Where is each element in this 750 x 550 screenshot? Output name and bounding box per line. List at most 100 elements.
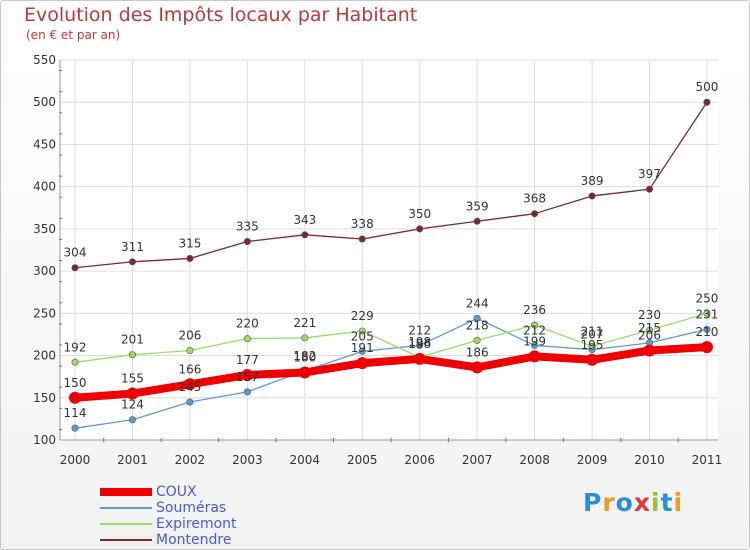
data-label-expiremont: 211 xyxy=(581,324,604,338)
data-point-montendre xyxy=(301,231,309,239)
data-point-coux xyxy=(700,341,713,354)
data-label-coux: 210 xyxy=(695,325,718,339)
data-point-coux xyxy=(586,353,599,366)
legend-label: COUX xyxy=(156,484,197,500)
data-point-coux xyxy=(413,352,426,365)
legend-swatch xyxy=(100,523,152,525)
data-label-coux: 155 xyxy=(121,372,144,386)
y-tick-label: 250 xyxy=(33,306,56,320)
data-point-montendre xyxy=(416,225,424,233)
x-tick-label: 2005 xyxy=(347,453,378,467)
data-label-montendre: 335 xyxy=(236,220,259,234)
data-label-montendre: 315 xyxy=(178,236,201,250)
data-label-soumeras: 212 xyxy=(408,323,431,337)
legend-item-coux: COUX xyxy=(100,484,300,500)
series-line-soumeras xyxy=(74,317,708,429)
data-label-expiremont: 220 xyxy=(236,317,259,331)
y-tick-label: 500 xyxy=(33,95,56,109)
plot-area xyxy=(60,60,718,440)
y-tick-label: 300 xyxy=(33,264,56,278)
data-label-soumeras: 145 xyxy=(178,380,201,394)
data-point-montendre xyxy=(473,217,481,225)
data-label-coux: 180 xyxy=(293,350,316,364)
x-tick-label: 2006 xyxy=(404,453,435,467)
data-point-coux xyxy=(298,366,311,379)
legend-label: Montendre xyxy=(156,532,232,548)
data-label-expiremont: 230 xyxy=(638,308,661,322)
data-point-montendre xyxy=(531,210,539,218)
y-tick-label: 200 xyxy=(33,349,56,363)
data-label-montendre: 338 xyxy=(351,217,374,231)
data-point-expiremont xyxy=(71,358,79,366)
data-point-coux xyxy=(126,387,139,400)
legend-item-soumeras: Souméras xyxy=(100,500,300,516)
x-tick-label: 2001 xyxy=(117,453,148,467)
data-point-expiremont xyxy=(301,334,309,342)
data-label-expiremont: 221 xyxy=(293,316,316,330)
x-tick-label: 2010 xyxy=(634,453,665,467)
data-label-soumeras: 207 xyxy=(581,328,604,342)
y-tick-label: 400 xyxy=(33,180,56,194)
data-point-expiremont xyxy=(703,309,711,317)
data-point-montendre xyxy=(645,185,653,193)
data-point-coux xyxy=(183,378,196,391)
data-label-montendre: 350 xyxy=(408,207,431,221)
series-line-coux xyxy=(71,343,711,402)
data-label-soumeras: 124 xyxy=(121,398,144,412)
data-label-soumeras: 182 xyxy=(293,349,316,363)
data-label-expiremont: 229 xyxy=(351,309,374,323)
data-label-montendre: 389 xyxy=(581,174,604,188)
series-line-expiremont xyxy=(74,312,708,363)
data-point-montendre xyxy=(243,238,251,246)
data-label-coux: 166 xyxy=(178,362,201,376)
legend-swatch xyxy=(100,507,152,509)
logo-letter: i xyxy=(673,488,684,517)
y-tick-label: 450 xyxy=(33,137,56,151)
logo-letter: r xyxy=(602,488,616,517)
y-tick-label: 100 xyxy=(33,433,56,447)
data-point-expiremont xyxy=(531,321,539,329)
data-point-expiremont xyxy=(473,336,481,344)
data-point-expiremont xyxy=(358,327,366,335)
logo-letter: i xyxy=(651,488,661,517)
data-label-coux: 186 xyxy=(466,345,489,359)
legend-label: Expiremont xyxy=(156,516,237,532)
axis-layer: 100 150 200 250 300 350 400 450 500 550 2000 2001 20… xyxy=(33,53,722,467)
data-point-coux xyxy=(241,368,254,381)
data-point-soumeras xyxy=(358,347,366,355)
data-point-montendre xyxy=(358,235,366,243)
series-layer xyxy=(69,98,713,432)
data-point-soumeras xyxy=(531,341,539,349)
data-point-soumeras xyxy=(473,314,481,322)
data-label-expiremont: 218 xyxy=(466,318,489,332)
chart-subtitle: (en € et par an) xyxy=(26,28,121,42)
x-tick-label: 2002 xyxy=(175,453,206,467)
data-label-coux: 199 xyxy=(523,334,546,348)
data-point-expiremont xyxy=(645,326,653,334)
proxiti-logo: Proxiti xyxy=(583,488,683,517)
grid-layer xyxy=(60,59,718,441)
data-point-coux xyxy=(643,344,656,357)
x-tick-label: 2007 xyxy=(462,453,493,467)
data-label-coux: 195 xyxy=(581,338,604,352)
data-label-expiremont: 250 xyxy=(695,291,718,305)
data-label-montendre: 304 xyxy=(64,246,87,260)
y-tick-label: 150 xyxy=(33,391,56,405)
data-point-coux xyxy=(69,391,81,404)
legend-label: Souméras xyxy=(156,500,227,516)
data-label-montendre: 343 xyxy=(293,213,316,227)
data-label-soumeras: 244 xyxy=(466,296,489,310)
data-point-montendre xyxy=(703,98,711,106)
y-tick-label: 350 xyxy=(33,222,56,236)
data-label-soumeras: 114 xyxy=(64,406,87,420)
data-point-montendre xyxy=(588,192,596,200)
x-tick-label: 2004 xyxy=(290,453,321,467)
data-label-coux: 191 xyxy=(351,341,374,355)
x-tick-label: 2008 xyxy=(519,453,550,467)
data-point-soumeras xyxy=(71,424,79,432)
logo-letter: x xyxy=(633,488,651,517)
data-label-soumeras: 205 xyxy=(351,329,374,343)
data-label-soumeras: 212 xyxy=(523,323,546,337)
data-label-soumeras: 231 xyxy=(695,307,718,321)
